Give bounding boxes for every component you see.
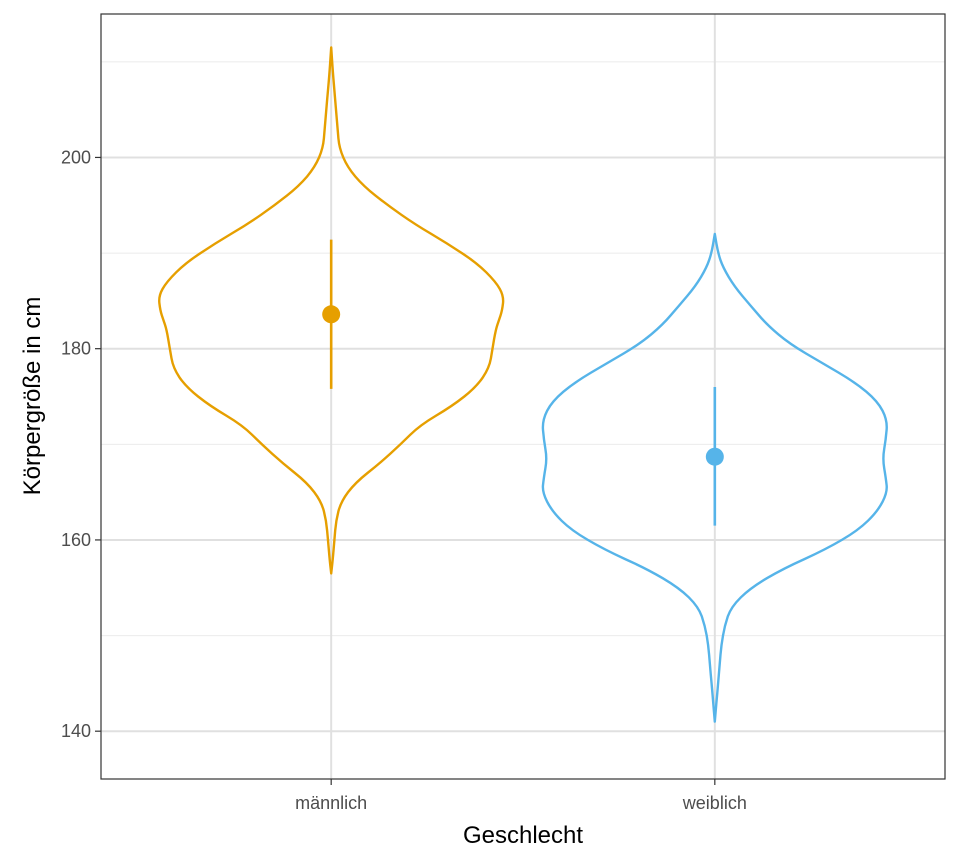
y-tick-label: 160	[61, 530, 91, 550]
y-tick-label: 180	[61, 339, 91, 359]
violin-1	[541, 232, 888, 723]
mean-point-1	[705, 447, 724, 466]
axes: 140 160 180 200 männlich weiblich	[61, 147, 747, 813]
plot-panel-border	[100, 13, 946, 780]
mean-point-0	[322, 305, 341, 324]
plot-panel-background	[101, 14, 945, 779]
mean-sd-markers	[322, 239, 724, 526]
y-tick-label: 140	[61, 721, 91, 741]
x-tick-label: männlich	[295, 793, 367, 813]
grid-lines	[101, 14, 945, 779]
x-tick-label: weiblich	[682, 793, 747, 813]
y-tick-label: 200	[61, 147, 91, 167]
y-axis-title: Körpergröße in cm	[19, 297, 46, 496]
x-axis-title: Geschlecht	[463, 822, 583, 849]
violins	[158, 46, 888, 723]
violin-0	[158, 46, 505, 575]
